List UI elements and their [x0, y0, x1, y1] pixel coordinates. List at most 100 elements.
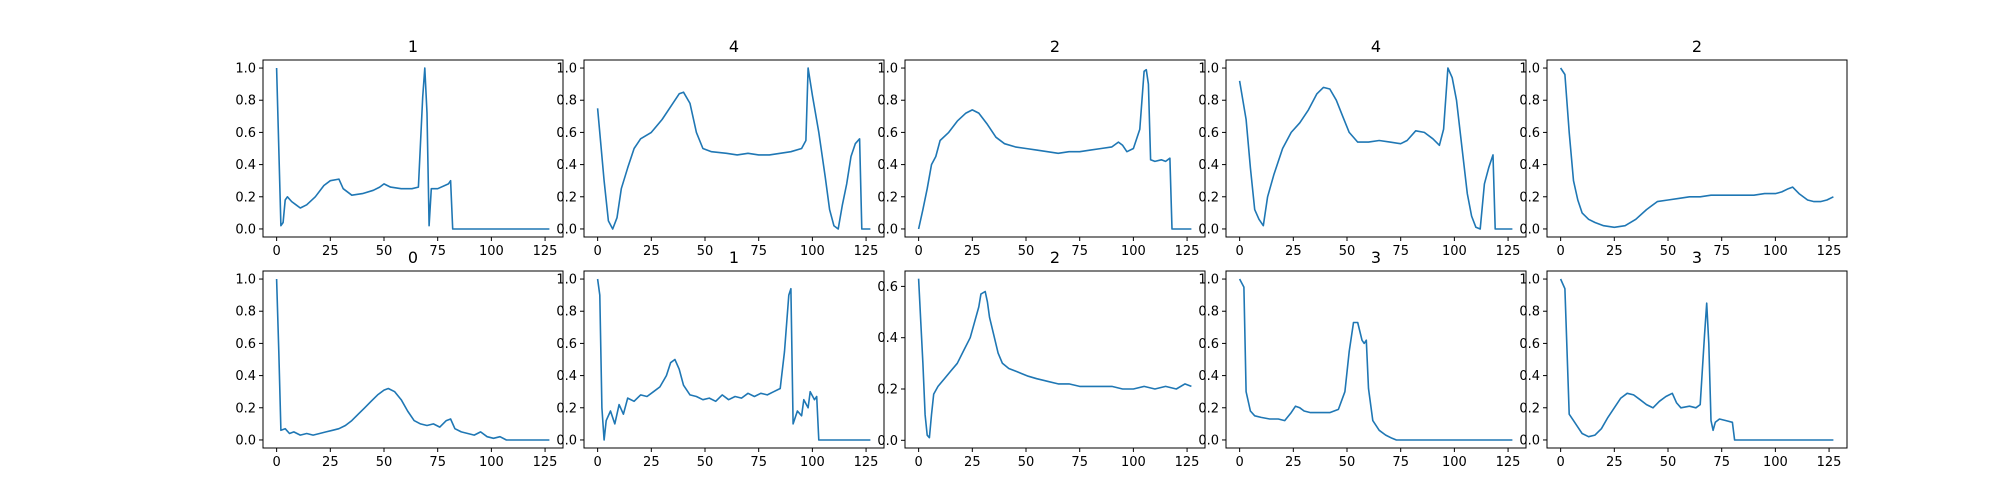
x-tick-label: 25	[964, 244, 981, 259]
x-tick-label: 125	[1817, 455, 1842, 470]
y-tick-label: 0.8	[1198, 94, 1219, 109]
plot-frame	[904, 59, 1206, 238]
series-line-0	[1238, 278, 1513, 441]
x-tick-label: 100	[800, 455, 825, 470]
series-line-0	[1559, 67, 1834, 229]
x-tick-label: 100	[1442, 244, 1467, 259]
y-tick-label: 0.6	[877, 280, 898, 295]
x-tick-label: 25	[1285, 244, 1302, 259]
x-tick-label: 75	[750, 455, 767, 470]
x-tick-label: 125	[1175, 455, 1200, 470]
panel-title: 1	[408, 37, 418, 56]
x-tick-label: 0	[1556, 455, 1564, 470]
y-tick-label: 0.4	[556, 369, 577, 384]
x-tick-label: 100	[800, 244, 825, 259]
x-tick-label: 0	[914, 244, 922, 259]
panel-title: 2	[1050, 248, 1060, 267]
y-tick-label: 0.6	[556, 126, 577, 141]
x-tick-label: 50	[1660, 244, 1677, 259]
y-tick-label: 0.4	[1519, 369, 1540, 384]
x-tick-label: 125	[1496, 244, 1521, 259]
x-tick-label: 0	[593, 244, 601, 259]
y-tick-label: 0.0	[1198, 433, 1219, 448]
x-tick-label: 25	[964, 455, 981, 470]
x-tick-label: 50	[697, 244, 714, 259]
x-tick-label: 25	[322, 244, 339, 259]
y-tick-label: 0.2	[556, 401, 577, 416]
plot-frame	[583, 270, 885, 449]
y-tick-label: 0.0	[1519, 222, 1540, 237]
plot-frame	[1546, 59, 1848, 238]
x-tick-label: 25	[1285, 455, 1302, 470]
y-tick-label: 0.6	[235, 337, 256, 352]
chart-panel-9: 3 0 25 50 75 100 125 0.0 0.2 0.4 0.6 0.8 1.0	[1519, 248, 1848, 470]
x-tick-label: 75	[1713, 244, 1730, 259]
panel-title: 4	[729, 37, 739, 56]
panel-title: 1	[729, 248, 739, 267]
y-tick-label: 0.2	[1198, 190, 1219, 205]
x-tick-label: 125	[1496, 455, 1521, 470]
plot-frame	[262, 270, 564, 449]
x-tick-label: 75	[429, 244, 446, 259]
series-line-0	[1559, 278, 1834, 441]
x-tick-label: 0	[1556, 244, 1564, 259]
x-tick-label: 100	[1442, 455, 1467, 470]
x-tick-label: 125	[533, 455, 558, 470]
x-tick-label: 25	[643, 455, 660, 470]
x-tick-label: 50	[376, 244, 393, 259]
x-tick-label: 75	[1392, 455, 1409, 470]
y-tick-label: 0.6	[556, 337, 577, 352]
y-tick-label: 0.2	[235, 401, 256, 416]
series-line-0	[596, 67, 871, 230]
panel-title: 2	[1050, 37, 1060, 56]
series-line-0	[1238, 67, 1513, 230]
y-tick-label: 0.2	[877, 190, 898, 205]
x-tick-label: 50	[1018, 455, 1035, 470]
y-tick-label: 0.8	[235, 305, 256, 320]
y-tick-label: 0.8	[1519, 305, 1540, 320]
y-tick-label: 0.4	[1198, 369, 1219, 384]
series-line-0	[596, 278, 871, 441]
y-tick-label: 0.0	[1198, 222, 1219, 237]
y-tick-label: 0.4	[235, 158, 256, 173]
y-tick-label: 0.6	[235, 126, 256, 141]
x-tick-label: 50	[1339, 455, 1356, 470]
x-tick-label: 100	[1121, 244, 1146, 259]
chart-panel-5: 0 0 25 50 75 100 125 0.0 0.2 0.4 0.6 0.8 1.0	[235, 248, 564, 470]
plot-frame	[1225, 59, 1527, 238]
x-tick-label: 0	[914, 455, 922, 470]
x-tick-label: 25	[1606, 455, 1623, 470]
series-line-0	[917, 68, 1192, 230]
y-tick-label: 0.8	[1519, 94, 1540, 109]
y-tick-label: 1.0	[1198, 62, 1219, 77]
x-tick-label: 0	[593, 455, 601, 470]
y-tick-label: 0.0	[877, 222, 898, 237]
x-tick-label: 75	[1071, 455, 1088, 470]
y-tick-label: 0.2	[1519, 190, 1540, 205]
x-tick-label: 25	[1606, 244, 1623, 259]
x-tick-label: 125	[854, 244, 879, 259]
y-tick-label: 0.8	[556, 305, 577, 320]
x-tick-label: 25	[643, 244, 660, 259]
x-tick-label: 0	[1235, 244, 1243, 259]
y-tick-label: 0.0	[235, 433, 256, 448]
y-tick-label: 0.4	[556, 158, 577, 173]
y-tick-label: 1.0	[1198, 273, 1219, 288]
y-tick-label: 0.2	[235, 190, 256, 205]
x-tick-label: 75	[1392, 244, 1409, 259]
chart-panel-1: 4 0 25 50 75 100 125 0.0 0.2 0.4 0.6 0.8 1.0	[556, 37, 885, 259]
y-tick-label: 0.6	[1519, 126, 1540, 141]
chart-panel-6: 1 0 25 50 75 100 125 0.0 0.2 0.4 0.6 0.8 1.0	[556, 248, 885, 470]
y-tick-label: 0.2	[556, 190, 577, 205]
x-tick-label: 100	[479, 244, 504, 259]
y-tick-label: 1.0	[235, 273, 256, 288]
chart-panel-4: 2 0 25 50 75 100 125 0.0 0.2 0.4 0.6 0.8 1.0	[1519, 37, 1848, 259]
plot-frame	[904, 270, 1206, 449]
y-tick-label: 0.4	[877, 331, 898, 346]
y-tick-label: 1.0	[1519, 62, 1540, 77]
panel-title: 2	[1692, 37, 1702, 56]
x-tick-label: 50	[697, 455, 714, 470]
y-tick-label: 0.6	[1519, 337, 1540, 352]
x-tick-label: 50	[1339, 244, 1356, 259]
